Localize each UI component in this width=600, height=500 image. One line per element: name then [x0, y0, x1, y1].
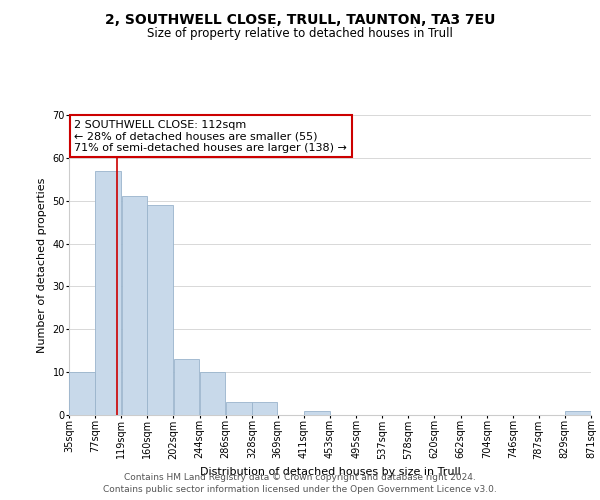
Text: Contains HM Land Registry data © Crown copyright and database right 2024.: Contains HM Land Registry data © Crown c…: [124, 472, 476, 482]
Bar: [200, 372, 226, 415]
Text: Size of property relative to detached houses in Trull: Size of property relative to detached ho…: [147, 28, 453, 40]
Bar: [95, 170, 121, 415]
Bar: [173, 360, 199, 415]
Bar: [122, 196, 147, 415]
X-axis label: Distribution of detached houses by size in Trull: Distribution of detached houses by size …: [200, 467, 460, 477]
Bar: [148, 205, 173, 415]
Text: 2, SOUTHWELL CLOSE, TRULL, TAUNTON, TA3 7EU: 2, SOUTHWELL CLOSE, TRULL, TAUNTON, TA3 …: [105, 12, 495, 26]
Bar: [304, 410, 330, 415]
Bar: [226, 402, 251, 415]
Y-axis label: Number of detached properties: Number of detached properties: [37, 178, 47, 352]
Text: Contains public sector information licensed under the Open Government Licence v3: Contains public sector information licen…: [103, 485, 497, 494]
Text: 2 SOUTHWELL CLOSE: 112sqm
← 28% of detached houses are smaller (55)
71% of semi-: 2 SOUTHWELL CLOSE: 112sqm ← 28% of detac…: [74, 120, 347, 152]
Bar: [252, 402, 277, 415]
Bar: [69, 372, 95, 415]
Bar: [565, 410, 591, 415]
